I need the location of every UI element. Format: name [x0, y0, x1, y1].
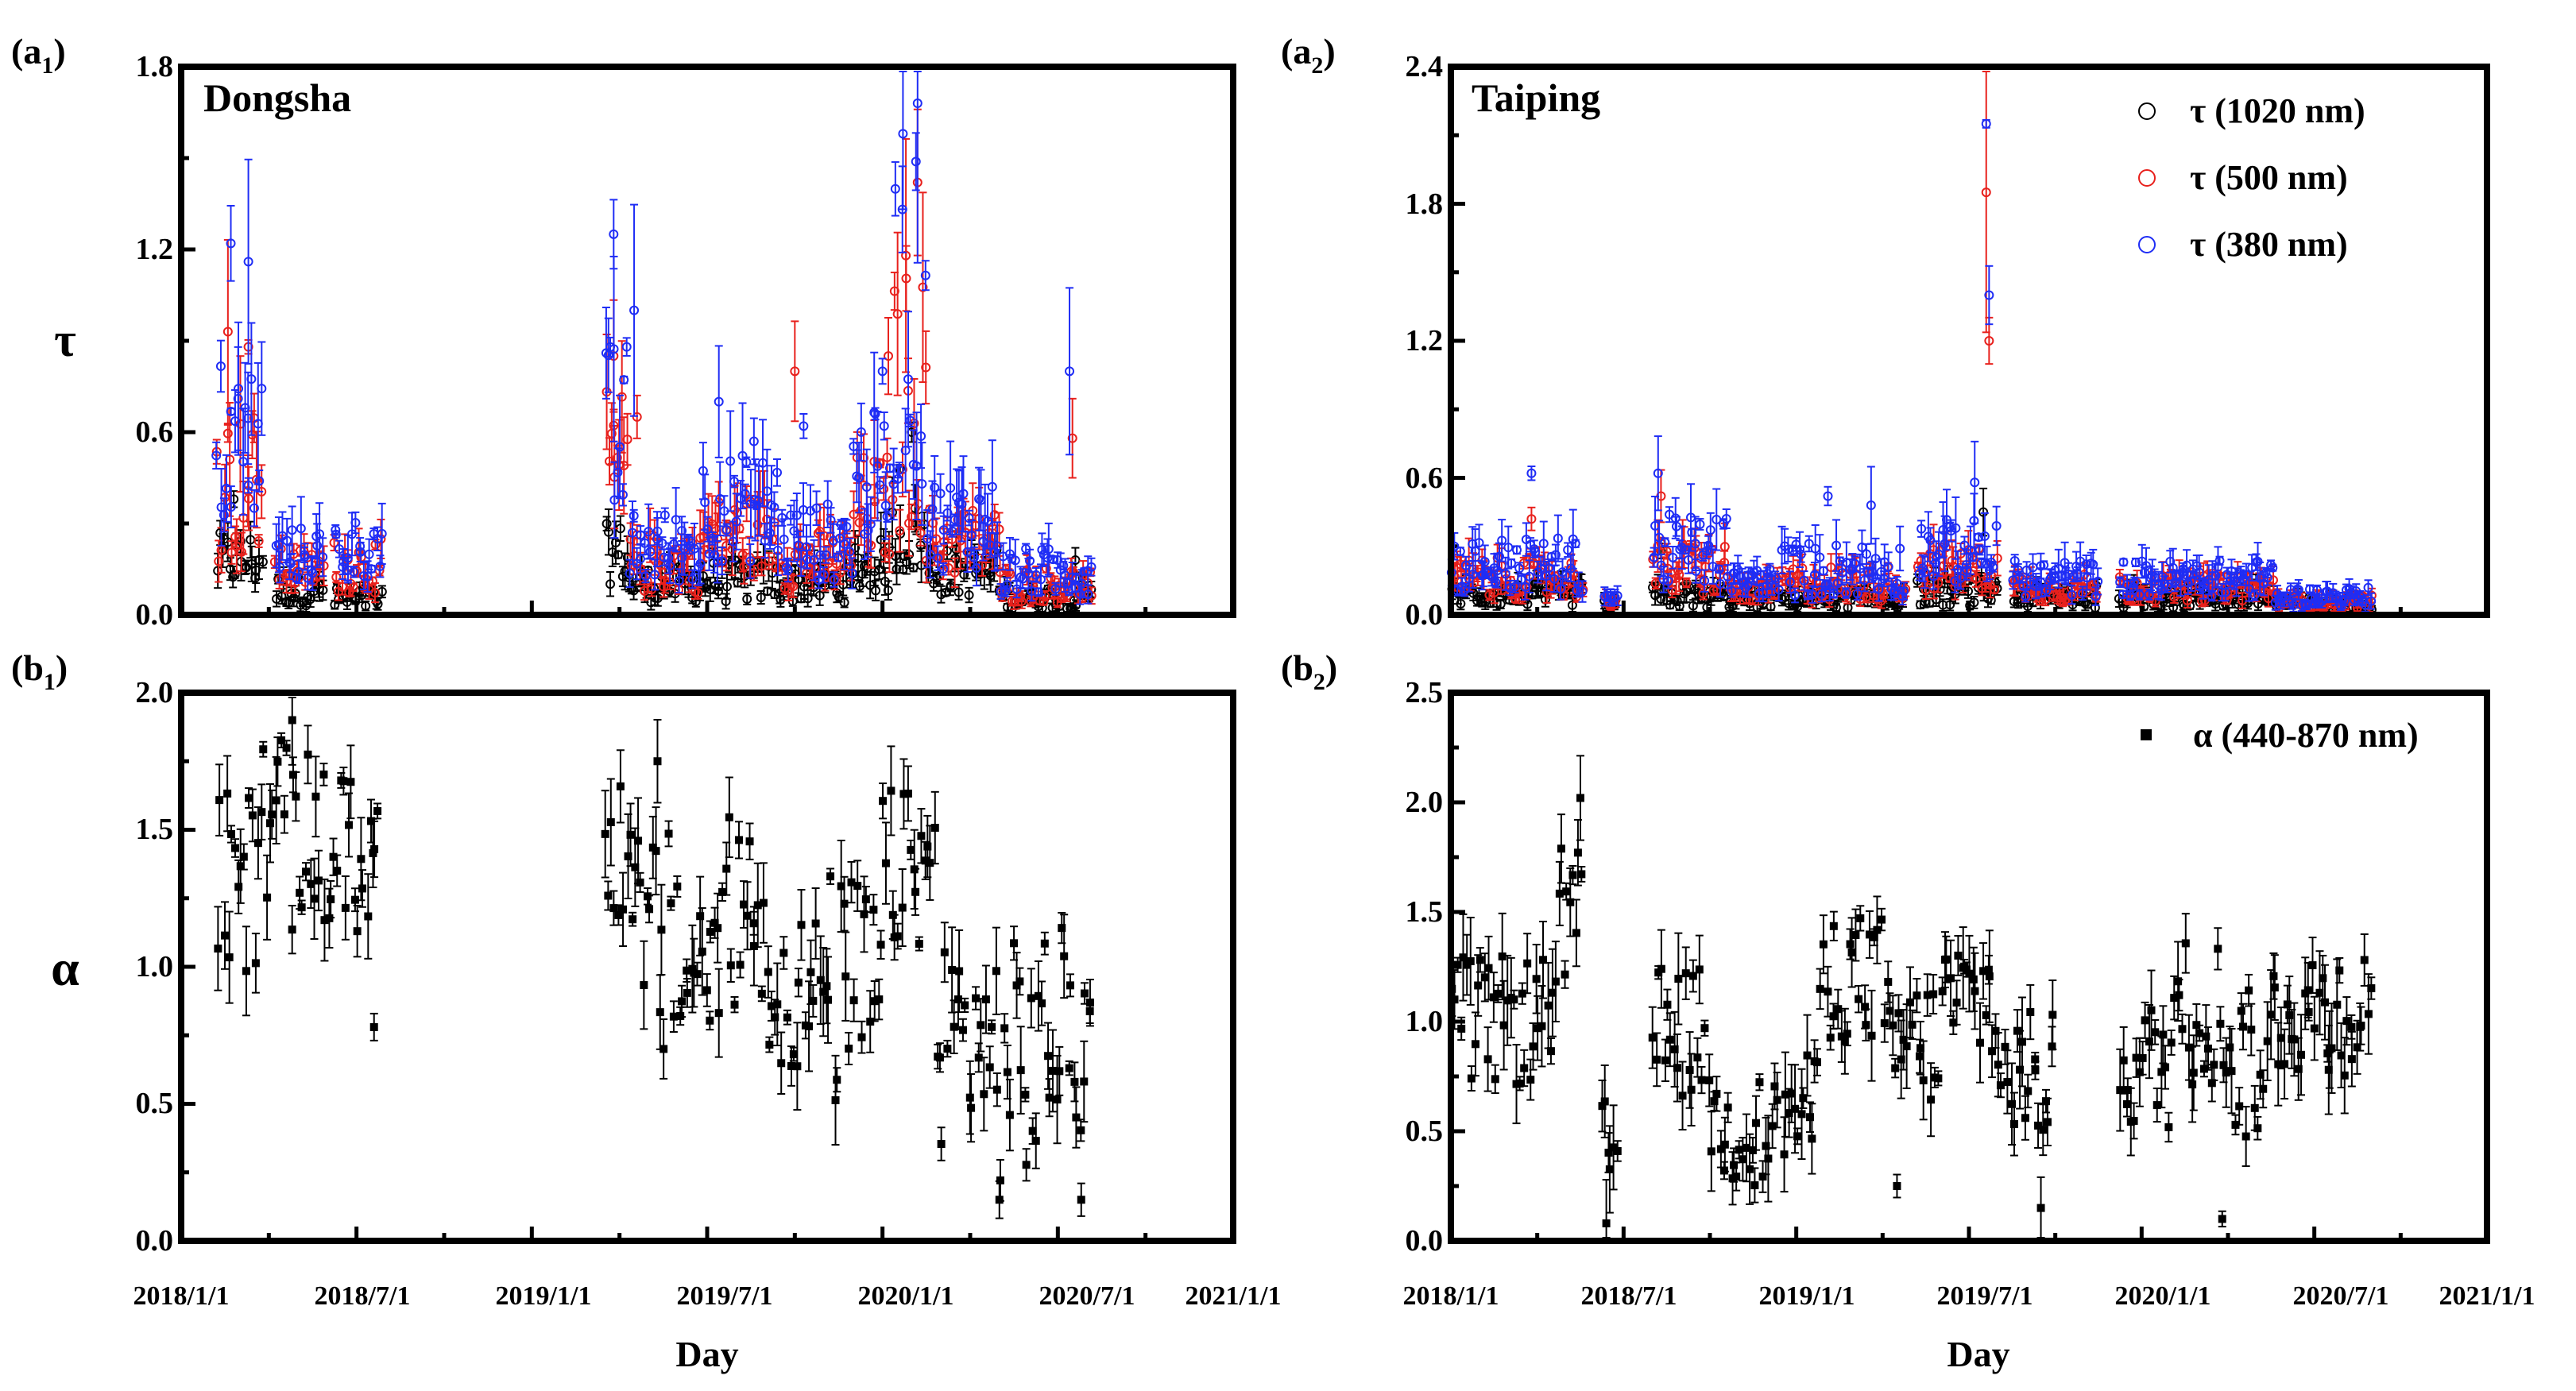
y-tick-label: 0.6: [136, 415, 174, 449]
x-tick-label: 2018/1/1: [133, 1281, 230, 1311]
y-tick-label: 0.6: [1406, 462, 1444, 495]
x-tick-label: 2020/7/1: [1039, 1281, 1135, 1311]
panel-label: (a1): [11, 31, 66, 79]
panel-a2: (a2) Taiping 0.0 0.6 1.2 1.8 2.4 τ (1020…: [1281, 31, 2487, 632]
y-tick-label: 1.8: [1406, 187, 1444, 221]
x-axis-label: Day: [1947, 1334, 2009, 1374]
x-tick-label: 2018/7/1: [1581, 1281, 1677, 1311]
series-2: [212, 71, 1095, 605]
series-1: [1449, 71, 2376, 612]
y-axis-label: τ: [54, 314, 76, 366]
x-tick-label: 2019/7/1: [1937, 1281, 2033, 1311]
y-tick-labels: 0.0 0.6 1.2 1.8 2.4: [1406, 50, 1444, 632]
x-tick-label: 2019/7/1: [677, 1281, 773, 1311]
y-tick-labels: 0.0 0.6 1.2 1.8: [136, 50, 174, 632]
panel-title: Dongsha: [203, 75, 351, 120]
y-tick-label: 1.8: [136, 50, 174, 83]
y-tick-label: 1.2: [136, 233, 174, 266]
x-tick-label: 2019/1/1: [1759, 1281, 1855, 1311]
x-tick-label: 2019/1/1: [496, 1281, 592, 1311]
x-tick-label: 2021/1/1: [2439, 1281, 2535, 1311]
x-tick-label: 2018/1/1: [1403, 1281, 1499, 1311]
x-tick-labels-left: 2018/1/1 2018/7/1 2019/1/1 2019/7/1 2020…: [133, 1281, 1282, 1374]
x-tick-labels-right: 2018/1/1 2018/7/1 2019/1/1 2019/7/1 2020…: [1403, 1281, 2535, 1374]
x-axis-label: Day: [675, 1334, 738, 1374]
y-tick-label: 2.4: [1406, 50, 1444, 83]
marks-a1: [181, 67, 1233, 615]
y-tick-label: 0.0: [136, 598, 174, 632]
panel-title: Taiping: [1472, 75, 1600, 120]
x-tick-label: 2020/1/1: [2115, 1281, 2211, 1311]
x-tick-label: 2018/7/1: [315, 1281, 411, 1311]
x-tick-label: 2020/1/1: [858, 1281, 954, 1311]
panel-a1: (a1) Dongsha τ 0.0 0.6 1.2 1.8: [11, 31, 1233, 632]
x-tick-label: 2021/1/1: [1186, 1281, 1282, 1311]
x-tick-label: 2020/7/1: [2293, 1281, 2389, 1311]
marks-a2: [1448, 67, 2487, 615]
y-tick-label: 1.2: [1406, 324, 1444, 357]
y-tick-label: 0.0: [1406, 598, 1444, 632]
panel-label: (a2): [1281, 31, 1336, 79]
